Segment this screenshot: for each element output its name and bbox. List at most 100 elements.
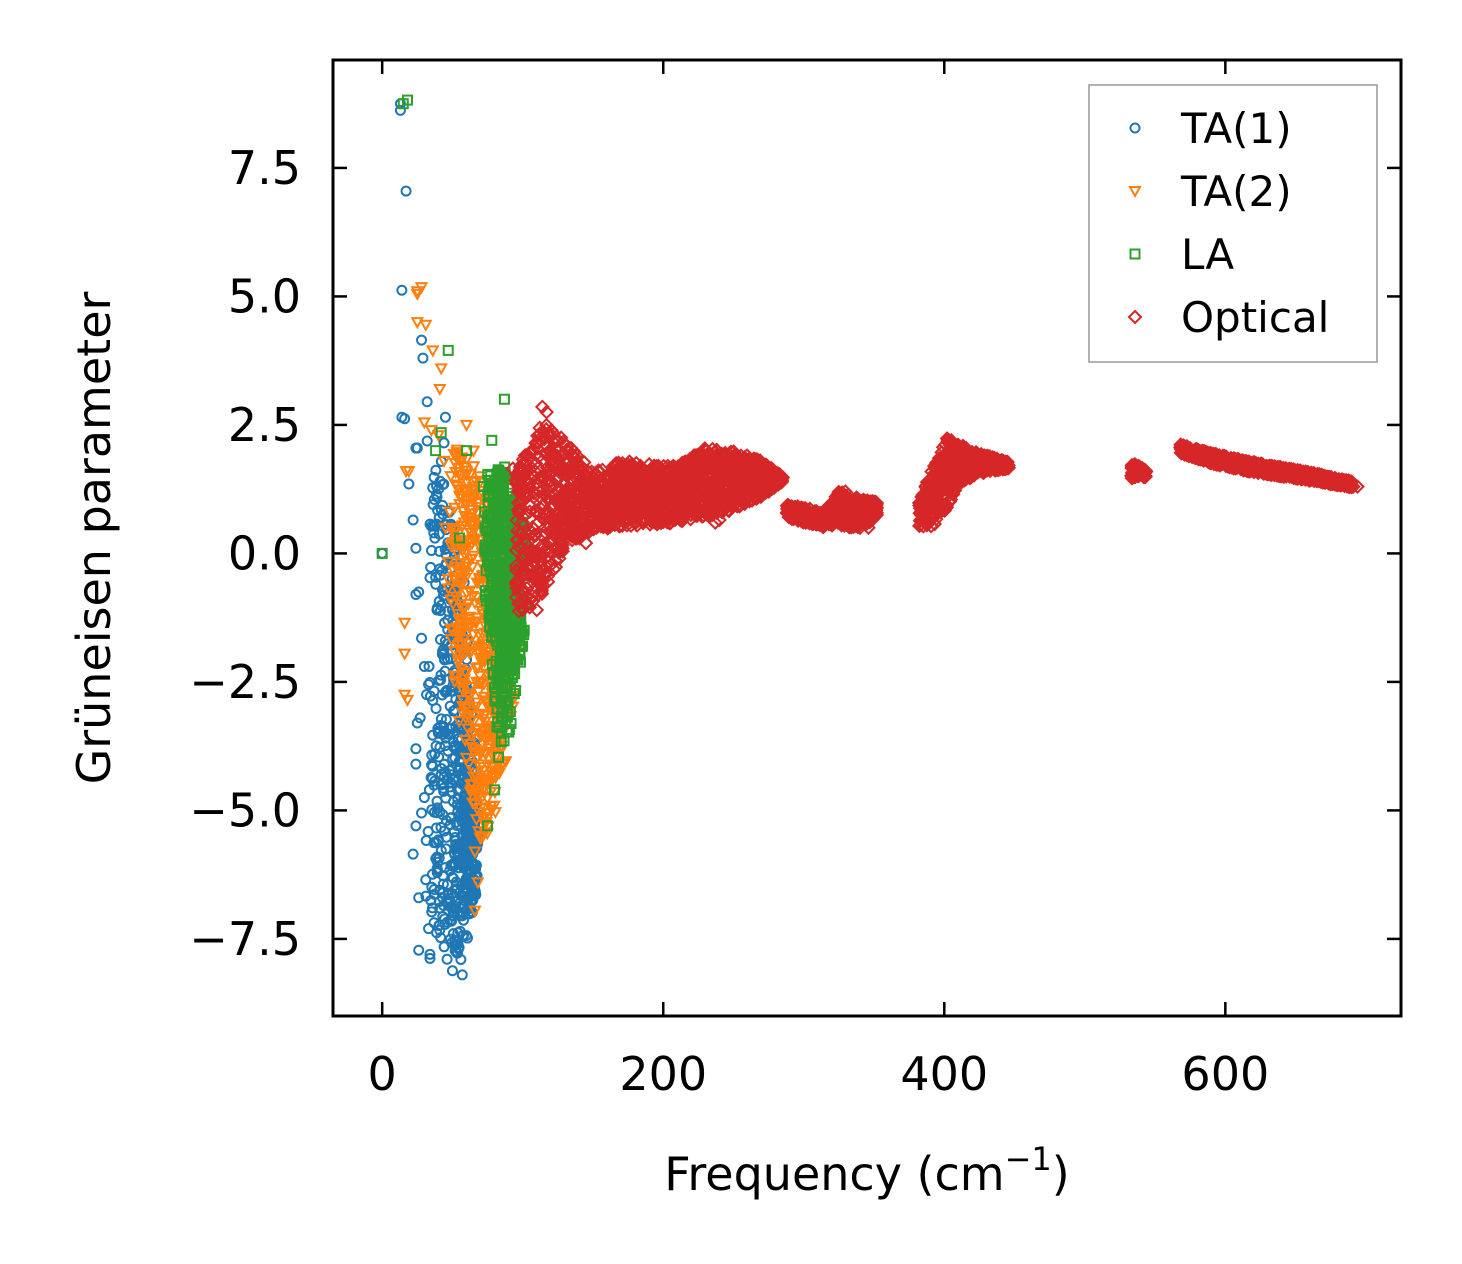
data-point xyxy=(456,506,471,519)
data-point xyxy=(528,456,544,471)
data-point xyxy=(490,619,502,631)
data-point xyxy=(505,630,517,642)
data-point xyxy=(507,611,519,623)
data-point xyxy=(431,491,443,503)
data-point xyxy=(613,465,629,481)
data-point xyxy=(537,511,552,526)
data-point xyxy=(509,649,521,661)
data-point xyxy=(432,835,444,847)
data-point xyxy=(455,707,470,720)
data-point xyxy=(455,544,469,557)
data-point xyxy=(410,820,422,832)
data-point xyxy=(551,536,567,551)
data-point xyxy=(411,442,423,454)
data-point xyxy=(586,521,601,537)
data-point xyxy=(524,525,540,540)
data-point xyxy=(434,363,448,376)
data-point xyxy=(410,589,422,601)
data-point xyxy=(558,520,573,535)
data-point xyxy=(462,611,477,624)
data-point xyxy=(483,490,495,502)
data-point xyxy=(410,317,425,330)
data-point xyxy=(447,891,459,903)
data-point xyxy=(403,478,415,490)
data-point xyxy=(493,586,505,598)
data-point xyxy=(482,820,494,832)
data-point xyxy=(614,494,630,509)
data-point xyxy=(447,872,459,884)
data-point xyxy=(502,528,514,540)
data-point xyxy=(458,462,472,475)
data-point xyxy=(461,723,475,736)
data-point xyxy=(453,499,467,512)
data-point xyxy=(458,602,472,615)
data-point xyxy=(427,729,439,741)
data-point xyxy=(450,816,462,828)
data-point xyxy=(423,678,435,690)
data-point xyxy=(469,859,481,871)
data-point xyxy=(468,768,482,781)
data-point xyxy=(400,694,415,707)
data-point xyxy=(448,857,460,869)
data-point xyxy=(468,787,482,800)
data-point xyxy=(445,625,460,638)
data-point xyxy=(458,862,470,874)
data-point xyxy=(431,862,443,874)
data-point xyxy=(452,654,466,667)
data-point xyxy=(469,814,484,827)
data-point xyxy=(437,782,449,794)
data-point xyxy=(450,444,464,457)
data-point xyxy=(620,513,636,529)
data-point xyxy=(525,567,541,583)
data-point xyxy=(433,545,445,557)
plot-area xyxy=(376,94,1365,981)
data-point xyxy=(497,655,509,667)
data-point xyxy=(480,723,495,736)
data-point xyxy=(642,471,658,487)
data-point xyxy=(465,504,480,517)
data-point xyxy=(480,813,494,826)
data-point xyxy=(461,932,473,944)
data-point xyxy=(407,514,419,526)
data-point xyxy=(595,517,611,533)
data-point xyxy=(459,484,473,497)
data-point xyxy=(459,752,474,765)
data-point xyxy=(433,512,445,524)
data-point xyxy=(477,747,492,760)
data-point xyxy=(566,526,582,542)
data-point xyxy=(431,795,443,807)
data-point xyxy=(402,466,416,479)
data-point xyxy=(439,725,451,737)
data-point xyxy=(424,690,436,702)
data-point xyxy=(481,743,496,756)
data-point xyxy=(397,648,412,661)
data-point xyxy=(410,286,425,299)
data-point xyxy=(483,549,495,561)
data-point xyxy=(579,517,595,533)
data-point xyxy=(469,753,484,766)
data-point xyxy=(434,902,446,914)
data-point xyxy=(430,578,442,590)
data-point xyxy=(431,604,443,616)
data-point xyxy=(454,664,468,677)
data-point xyxy=(461,689,475,702)
data-point xyxy=(464,902,476,914)
data-point xyxy=(419,319,433,332)
data-point xyxy=(477,691,492,704)
data-point xyxy=(521,496,537,512)
data-point xyxy=(458,666,472,679)
data-point xyxy=(526,485,542,501)
data-point xyxy=(538,437,554,453)
data-point xyxy=(455,595,469,608)
data-point xyxy=(589,472,605,488)
data-point xyxy=(513,561,529,577)
data-point xyxy=(432,727,444,739)
data-point xyxy=(444,594,458,607)
data-point xyxy=(426,345,440,358)
data-point xyxy=(620,503,636,518)
data-point xyxy=(473,676,488,689)
data-point xyxy=(435,427,447,439)
data-point xyxy=(659,485,675,501)
data-point xyxy=(571,476,586,492)
data-point xyxy=(465,888,477,900)
